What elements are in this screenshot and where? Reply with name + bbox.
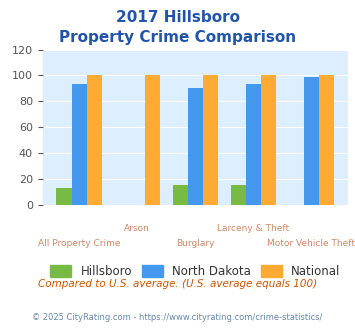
Text: All Property Crime: All Property Crime [38, 239, 120, 248]
Text: Burglary: Burglary [176, 239, 214, 248]
Text: Compared to U.S. average. (U.S. average equals 100): Compared to U.S. average. (U.S. average … [38, 279, 317, 289]
Bar [261, 75, 276, 205]
Text: Arson: Arson [124, 224, 150, 233]
Bar [231, 185, 246, 205]
Bar [72, 84, 87, 205]
Bar [145, 75, 160, 205]
Bar [173, 185, 188, 205]
Bar [188, 88, 203, 205]
Bar [319, 75, 334, 205]
Text: Larceny & Theft: Larceny & Theft [217, 224, 289, 233]
Bar [246, 84, 261, 205]
Legend: Hillsboro, North Dakota, National: Hillsboro, North Dakota, National [45, 260, 345, 282]
Bar [87, 75, 102, 205]
Text: © 2025 CityRating.com - https://www.cityrating.com/crime-statistics/: © 2025 CityRating.com - https://www.city… [32, 314, 323, 322]
Bar [304, 77, 319, 205]
Bar [56, 188, 72, 205]
Bar [203, 75, 218, 205]
Text: 2017 Hillsboro: 2017 Hillsboro [115, 10, 240, 25]
Text: Property Crime Comparison: Property Crime Comparison [59, 30, 296, 45]
Text: Motor Vehicle Theft: Motor Vehicle Theft [267, 239, 355, 248]
